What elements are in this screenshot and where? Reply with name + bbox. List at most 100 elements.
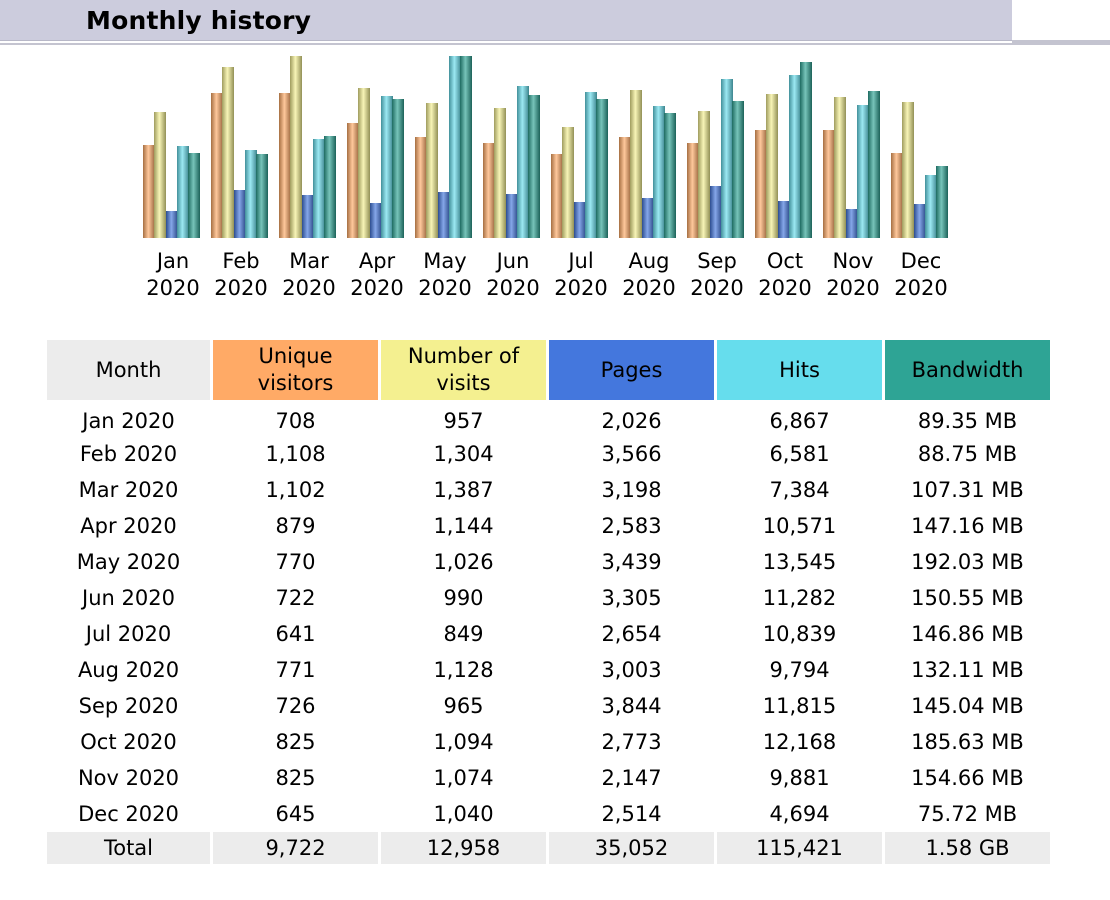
bar-pages-oct	[778, 201, 790, 238]
bar-visitors-sep	[687, 143, 699, 238]
bar-bandwidth-dec	[936, 166, 948, 238]
cell-month: Jan 2020	[82, 409, 175, 433]
header-divider	[0, 43, 1110, 45]
chart-x-tick-label: Dec 2020	[894, 249, 948, 300]
header-divider-extension	[1012, 40, 1110, 44]
table-header-row: Month Unique visitors Number of visits Pag…	[47, 340, 1050, 400]
cell-pages: 3,198	[601, 478, 662, 502]
cell-visits: 1,026	[433, 550, 494, 574]
section-title: Monthly history	[86, 6, 312, 35]
cell-pages: 3,305	[601, 586, 662, 610]
bar-pages-dec	[914, 204, 926, 238]
bar-visits-nov	[834, 97, 846, 238]
bar-hits-may	[449, 56, 461, 238]
table-row: Aug 2020 771 1,128 3,003 9,794 132.11 MB	[47, 652, 1050, 688]
cell-bandwidth: 88.75 MB	[917, 442, 1018, 466]
table-total-row: Total 9,722 12,958 35,052 115,421 1.58 GB	[47, 832, 1050, 864]
bar-hits-dec	[925, 175, 937, 238]
bar-visitors-jun	[483, 143, 495, 238]
cell-unique-visitors: 770	[275, 550, 316, 574]
chart-x-tick-label: Oct 2020	[758, 249, 812, 300]
chart-x-tick-label: Jun 2020	[486, 249, 540, 300]
bar-bandwidth-jun	[528, 95, 540, 238]
cell-bandwidth: 89.35 MB	[917, 409, 1018, 433]
cell-month: Dec 2020	[78, 802, 179, 826]
monthly-history-chart	[143, 56, 948, 238]
cell-month: Mar 2020	[78, 478, 179, 502]
table-row: Sep 2020 726 965 3,844 11,815 145.04 MB	[47, 688, 1050, 724]
cell-pages: 3,566	[601, 442, 662, 466]
bar-visitors-jan	[143, 145, 155, 238]
cell-pages: 3,003	[601, 658, 662, 682]
chart-x-tick-label: Jan 2020	[146, 249, 200, 300]
cell-visits: 1,094	[433, 730, 494, 754]
bar-visits-jan	[154, 112, 166, 238]
cell-unique-visitors: 879	[275, 514, 316, 538]
bar-hits-sep	[721, 79, 733, 238]
total-cell-bandwidth: 1.58 GB	[885, 832, 1050, 864]
bar-bandwidth-feb	[256, 154, 268, 238]
cell-unique-visitors: 825	[275, 766, 316, 790]
cell-unique-visitors: 726	[275, 694, 316, 718]
bar-hits-nov	[857, 105, 869, 238]
bar-pages-aug	[642, 198, 654, 238]
cell-bandwidth: 147.16 MB	[911, 514, 1024, 538]
cell-bandwidth: 150.55 MB	[911, 586, 1024, 610]
bar-pages-mar	[302, 195, 314, 238]
bar-hits-jul	[585, 92, 597, 238]
cell-month: May 2020	[76, 550, 181, 574]
cell-pages: 2,147	[601, 766, 662, 790]
cell-unique-visitors: 1,108	[265, 442, 326, 466]
chart-x-tick-label: Aug 2020	[622, 249, 676, 300]
cell-pages: 2,654	[601, 622, 662, 646]
bar-pages-apr	[370, 203, 382, 238]
cell-month: Nov 2020	[77, 766, 180, 790]
column-header-number-of-visits: Number of visits	[381, 340, 546, 400]
chart-x-tick-label: Mar 2020	[282, 249, 336, 300]
bar-hits-jan	[177, 146, 189, 238]
bar-visitors-apr	[347, 123, 359, 238]
bar-bandwidth-jul	[596, 99, 608, 238]
table-row: Apr 2020 879 1,144 2,583 10,571 147.16 MB	[47, 508, 1050, 544]
cell-month: Oct 2020	[80, 730, 177, 754]
cell-bandwidth: 185.63 MB	[911, 730, 1024, 754]
cell-visits: 990	[443, 586, 484, 610]
bar-visits-mar	[290, 56, 302, 238]
cell-bandwidth: 75.72 MB	[917, 802, 1018, 826]
cell-bandwidth: 146.86 MB	[911, 622, 1024, 646]
bar-visitors-feb	[211, 93, 223, 238]
cell-hits: 6,581	[769, 442, 830, 466]
bar-hits-aug	[653, 106, 665, 238]
chart-bars	[143, 56, 948, 238]
monthly-history-table: Month Unique visitors Number of visits Pag…	[44, 340, 1053, 864]
table-row: Jan 2020 708 957 2,026 6,867 89.35 MB	[47, 400, 1050, 436]
bar-hits-mar	[313, 139, 325, 238]
table-row: Dec 2020 645 1,040 2,514 4,694 75.72 MB	[47, 796, 1050, 832]
cell-visits: 1,387	[433, 478, 494, 502]
cell-hits: 12,168	[762, 730, 837, 754]
chart-x-tick-label: Nov 2020	[826, 249, 880, 300]
bar-hits-feb	[245, 150, 257, 238]
bar-visitors-oct	[755, 130, 767, 238]
table-row: Feb 2020 1,108 1,304 3,566 6,581 88.75 MB	[47, 436, 1050, 472]
cell-visits: 1,074	[433, 766, 494, 790]
cell-unique-visitors: 1,102	[265, 478, 326, 502]
cell-hits: 7,384	[769, 478, 830, 502]
bar-bandwidth-oct	[800, 62, 812, 238]
cell-unique-visitors: 641	[275, 622, 316, 646]
chart-x-tick-label: Apr 2020	[350, 249, 404, 300]
cell-pages: 2,514	[601, 802, 662, 826]
cell-visits: 965	[443, 694, 484, 718]
bar-bandwidth-aug	[664, 113, 676, 238]
bar-visitors-aug	[619, 137, 631, 238]
cell-visits: 1,040	[433, 802, 494, 826]
bar-visits-jun	[494, 108, 506, 238]
bar-bandwidth-jan	[188, 153, 200, 238]
chart-x-tick-label: May 2020	[418, 249, 472, 300]
column-header-hits: Hits	[717, 340, 882, 400]
cell-month: Apr 2020	[80, 514, 177, 538]
cell-month: Feb 2020	[79, 442, 178, 466]
total-cell-unique-visitors: 9,722	[213, 832, 378, 864]
cell-pages: 3,844	[601, 694, 662, 718]
column-header-unique-visitors: Unique visitors	[213, 340, 378, 400]
